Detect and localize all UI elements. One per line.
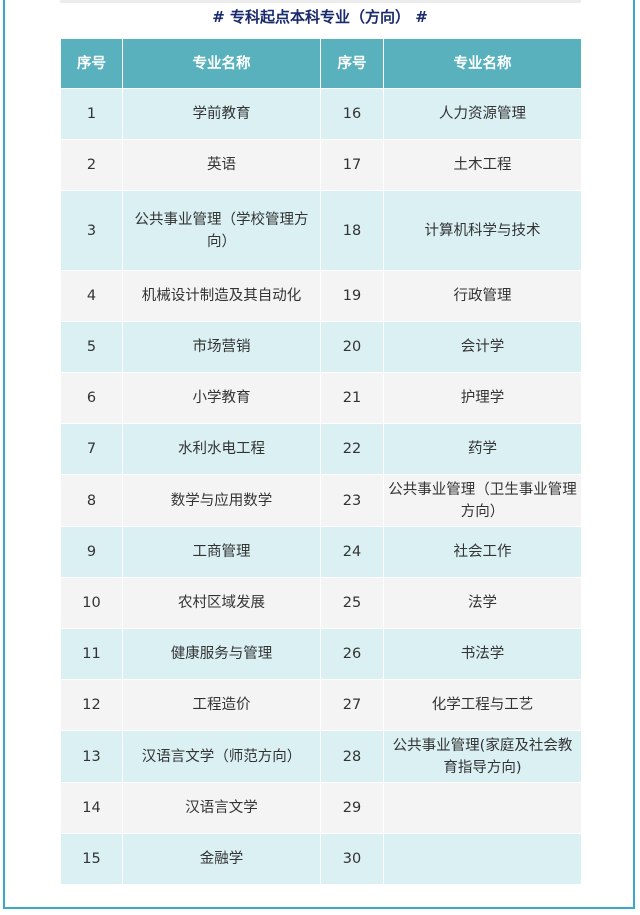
major-cell: 学前教育: [122, 88, 321, 140]
index-cell: 14: [60, 782, 123, 834]
index-cell: 17: [320, 139, 384, 191]
major-cell: 药学: [383, 423, 582, 475]
major-cell: 人力资源管理: [383, 88, 582, 140]
index-cell: 30: [320, 833, 384, 885]
table-row: 1 学前教育 16 人力资源管理: [60, 88, 582, 140]
major-cell: 水利水电工程: [122, 423, 321, 475]
major-cell: 计算机科学与技术: [383, 190, 582, 271]
major-cell: 会计学: [383, 321, 582, 373]
major-cell: 工程造价: [122, 679, 321, 731]
content-frame: [3, 0, 635, 909]
major-cell: [383, 833, 582, 885]
major-cell: 土木工程: [383, 139, 582, 191]
major-cell: 书法学: [383, 628, 582, 680]
index-cell: 2: [60, 139, 123, 191]
table-row: 4 机械设计制造及其自动化 19 行政管理: [60, 270, 582, 322]
major-cell: 数学与应用数学: [122, 474, 321, 527]
table-row: 13 汉语言文学（师范方向） 28 公共事业管理(家庭及社会教育指导方向): [60, 730, 582, 783]
table-header-row: 序号 专业名称 序号 专业名称: [60, 38, 582, 89]
table-row: 12 工程造价 27 化学工程与工艺: [60, 679, 582, 731]
table-row: 7 水利水电工程 22 药学: [60, 423, 582, 475]
majors-table: 序号 专业名称 序号 专业名称 1 学前教育 16 人力资源管理 2 英语 17 土木工程 3 公…: [60, 38, 582, 885]
major-cell: 小学教育: [122, 372, 321, 424]
major-cell: [383, 782, 582, 834]
header-index-1: 序号: [60, 38, 123, 89]
major-cell: 行政管理: [383, 270, 582, 322]
table-row: 9 工商管理 24 社会工作: [60, 526, 582, 578]
top-divider: [60, 0, 581, 3]
table-row: 5 市场营销 20 会计学: [60, 321, 582, 373]
index-cell: 4: [60, 270, 123, 322]
header-major-1: 专业名称: [122, 38, 321, 89]
index-cell: 22: [320, 423, 384, 475]
table-row: 11 健康服务与管理 26 书法学: [60, 628, 582, 680]
major-cell: 公共事业管理（卫生事业管理方向）: [383, 474, 582, 527]
index-cell: 21: [320, 372, 384, 424]
index-cell: 15: [60, 833, 123, 885]
table-row: 15 金融学 30: [60, 833, 582, 885]
major-cell: 公共事业管理（学校管理方向）: [122, 190, 321, 271]
index-cell: 25: [320, 577, 384, 629]
table-row: 14 汉语言文学 29: [60, 782, 582, 834]
major-cell: 农村区域发展: [122, 577, 321, 629]
table-row: 6 小学教育 21 护理学: [60, 372, 582, 424]
major-cell: 机械设计制造及其自动化: [122, 270, 321, 322]
major-cell: 健康服务与管理: [122, 628, 321, 680]
index-cell: 26: [320, 628, 384, 680]
index-cell: 23: [320, 474, 384, 527]
index-cell: 28: [320, 730, 384, 783]
table-row: 10 农村区域发展 25 法学: [60, 577, 582, 629]
section-title: # 专科起点本科专业（方向） #: [212, 8, 428, 26]
index-cell: 8: [60, 474, 123, 527]
index-cell: 13: [60, 730, 123, 783]
table-row: 8 数学与应用数学 23 公共事业管理（卫生事业管理方向）: [60, 474, 582, 527]
index-cell: 3: [60, 190, 123, 271]
major-cell: 社会工作: [383, 526, 582, 578]
index-cell: 9: [60, 526, 123, 578]
major-cell: 公共事业管理(家庭及社会教育指导方向): [383, 730, 582, 783]
major-cell: 汉语言文学（师范方向）: [122, 730, 321, 783]
index-cell: 16: [320, 88, 384, 140]
table-row: 3 公共事业管理（学校管理方向） 18 计算机科学与技术: [60, 190, 582, 271]
major-cell: 化学工程与工艺: [383, 679, 582, 731]
major-cell: 金融学: [122, 833, 321, 885]
index-cell: 10: [60, 577, 123, 629]
index-cell: 7: [60, 423, 123, 475]
header-major-2: 专业名称: [383, 38, 582, 89]
index-cell: 1: [60, 88, 123, 140]
major-cell: 英语: [122, 139, 321, 191]
header-index-2: 序号: [320, 38, 384, 89]
major-cell: 护理学: [383, 372, 582, 424]
index-cell: 18: [320, 190, 384, 271]
index-cell: 5: [60, 321, 123, 373]
table-row: 2 英语 17 土木工程: [60, 139, 582, 191]
index-cell: 19: [320, 270, 384, 322]
index-cell: 29: [320, 782, 384, 834]
major-cell: 市场营销: [122, 321, 321, 373]
index-cell: 20: [320, 321, 384, 373]
major-cell: 法学: [383, 577, 582, 629]
index-cell: 11: [60, 628, 123, 680]
index-cell: 12: [60, 679, 123, 731]
index-cell: 24: [320, 526, 384, 578]
index-cell: 6: [60, 372, 123, 424]
index-cell: 27: [320, 679, 384, 731]
major-cell: 工商管理: [122, 526, 321, 578]
major-cell: 汉语言文学: [122, 782, 321, 834]
